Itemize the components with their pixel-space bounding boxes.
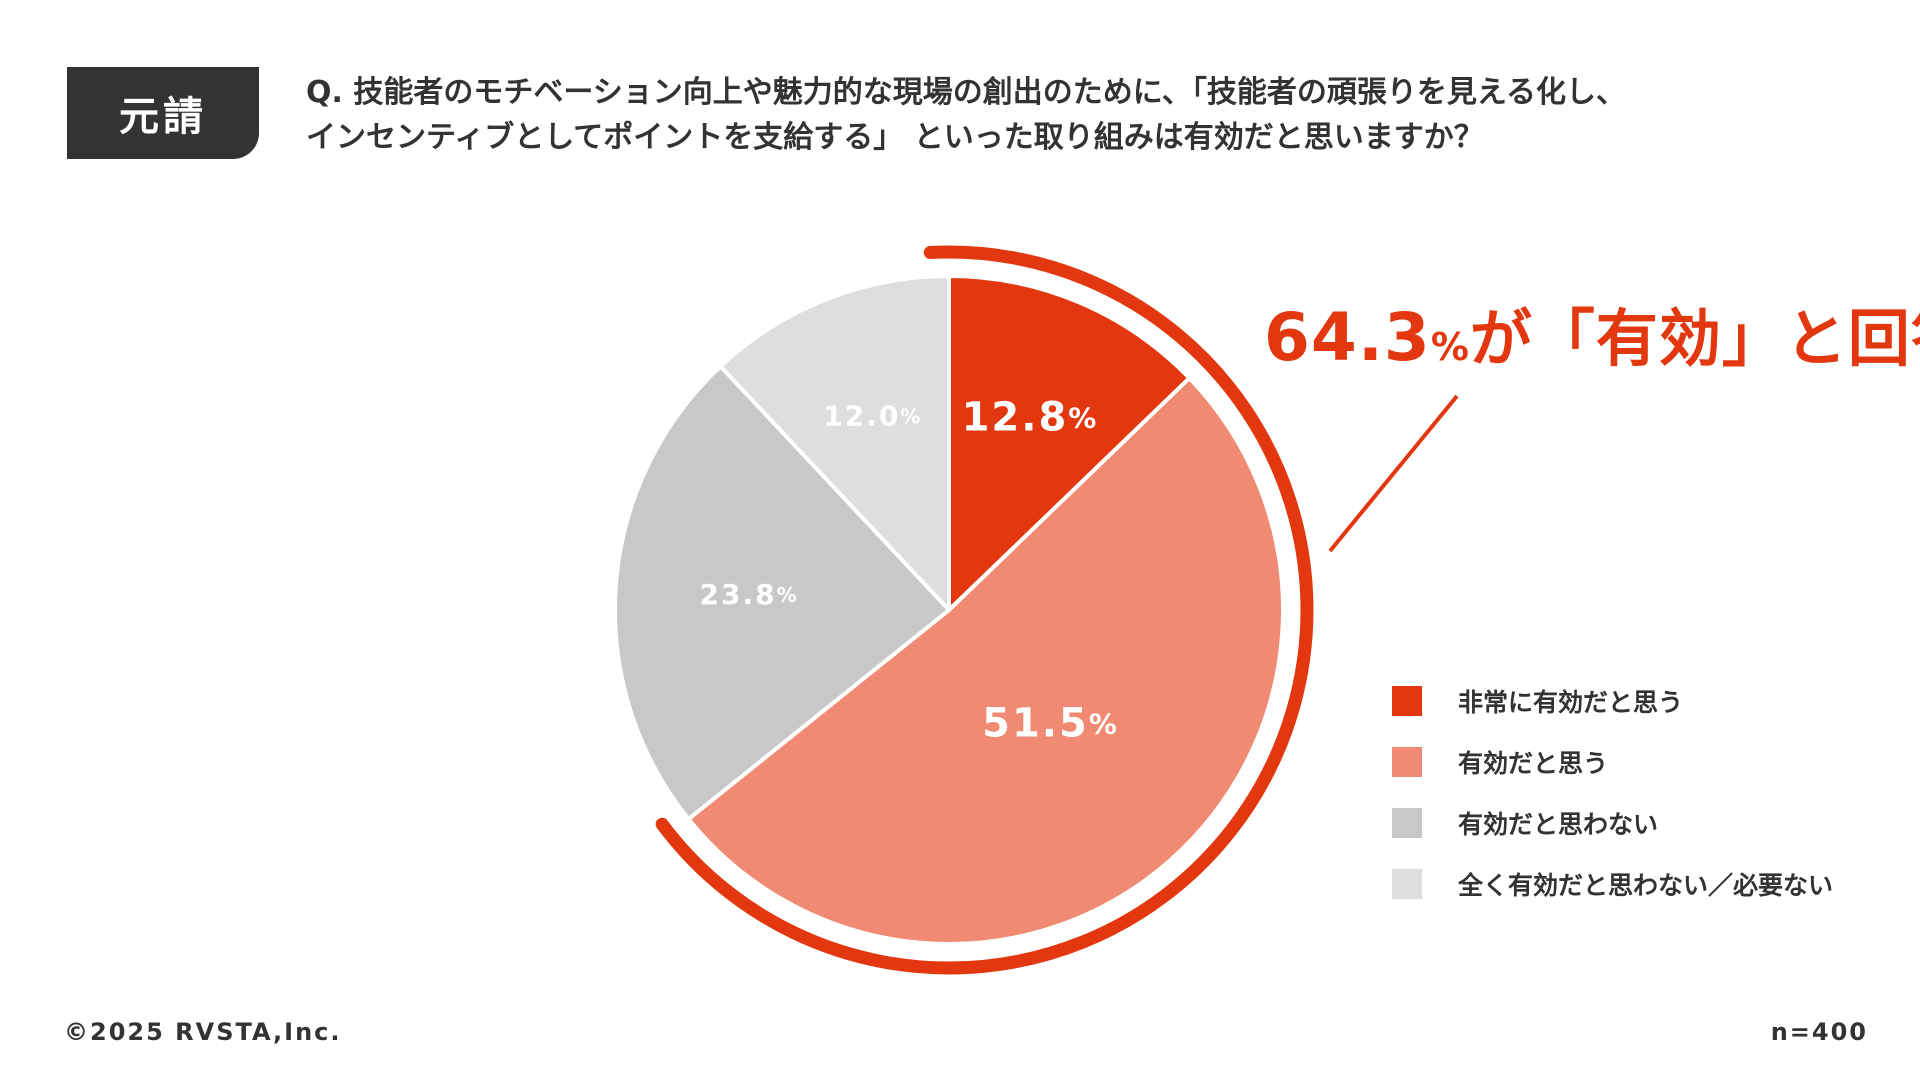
pie-slice-3: [613, 364, 951, 822]
highlight-callout: 64.3%が「有効」と回答: [1264, 298, 1920, 387]
slice-value-label-4: 12.0%: [823, 399, 922, 432]
chart-legend: 非常に有効だと思う 有効だと思う有効だと思わない全く有効だと思わない／必要ない: [1392, 686, 1833, 930]
legend-label: 有効だと思う: [1458, 749, 1609, 778]
callout-unit: %: [1430, 325, 1470, 369]
legend-swatch: [1392, 747, 1422, 777]
legend-label: 全く有効だと思わない／必要ない: [1458, 871, 1834, 900]
callout-leader-line: [1328, 394, 1459, 553]
slice-value-label-1: 12.8%: [962, 394, 1099, 440]
legend-swatch: [1392, 869, 1422, 899]
slice-value-label-2: 51.5%: [982, 700, 1119, 746]
legend-label: 有効だと思わない: [1458, 810, 1659, 839]
legend-item: 全く有効だと思わない／必要ない: [1392, 869, 1834, 900]
callout-text: が「有効」と回答: [1469, 302, 1920, 375]
legend-item: 有効だと思わない: [1392, 808, 1833, 839]
copyright: ©2025 RVSTA,Inc.: [64, 1018, 342, 1046]
question-text: Q. 技能者のモチベーション向上や魅力的な現場の創出のために、「技能者の頑張りを…: [306, 70, 1846, 160]
pie-slice-2: [686, 376, 1285, 946]
highlight-arc: [655, 245, 1314, 975]
slice-value-label-3: 23.8%: [700, 578, 799, 611]
legend-label: 非常に有効だと思う: [1458, 688, 1684, 717]
legend-swatch: [1392, 686, 1422, 716]
question-line-1: Q. 技能者のモチベーション向上や魅力的な現場の創出のために、「技能者の頑張りを…: [306, 75, 1626, 110]
legend-swatch: [1392, 808, 1422, 838]
pie-slice-4: [718, 274, 951, 612]
callout-value: 64.3: [1264, 299, 1431, 376]
sample-size: n=400: [1770, 1018, 1868, 1046]
pie-slice-1: [947, 274, 1192, 612]
legend-item: 有効だと思う: [1392, 747, 1833, 778]
legend-item: 非常に有効だと思う: [1392, 686, 1833, 717]
category-tag: 元請: [67, 67, 259, 159]
question-line-2: インセンティブとしてポイントを支給する」 といった取り組みは有効だと思いますか？: [306, 120, 1484, 155]
